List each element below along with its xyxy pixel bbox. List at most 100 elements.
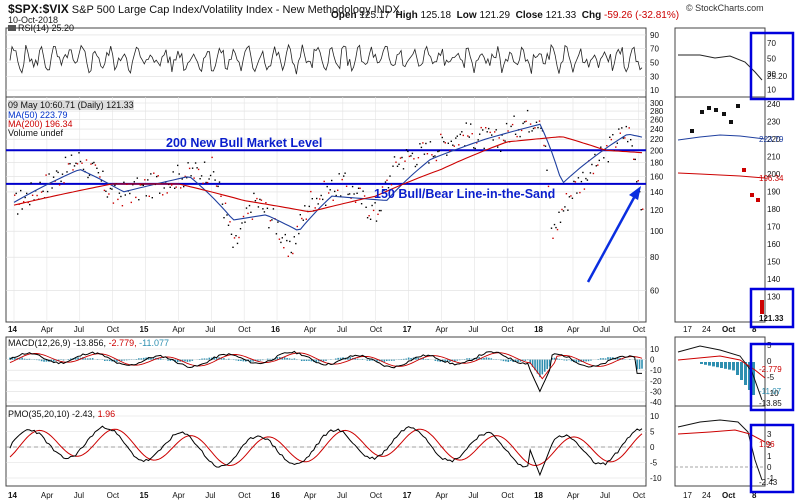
price-point bbox=[612, 134, 614, 136]
price-point bbox=[217, 185, 219, 188]
price-point bbox=[444, 142, 446, 144]
price-point bbox=[27, 201, 29, 204]
price-point bbox=[359, 187, 361, 189]
x-axis-label-bottom: 15 bbox=[140, 491, 149, 500]
price-point bbox=[334, 190, 336, 193]
price-point bbox=[543, 144, 545, 147]
price-point bbox=[461, 131, 463, 133]
line-150-label: 150 Bull/Bear Line-in-the-Sand bbox=[374, 187, 556, 201]
price-point bbox=[129, 192, 131, 195]
price-point bbox=[375, 220, 378, 222]
price-point bbox=[120, 195, 122, 198]
price-point bbox=[356, 192, 358, 194]
x-axis-label: Apr bbox=[435, 325, 448, 334]
price-point bbox=[73, 165, 76, 167]
price-point bbox=[233, 237, 236, 239]
zoom-price-tick: 130 bbox=[767, 293, 781, 302]
price-point bbox=[72, 169, 74, 171]
price-point bbox=[625, 125, 627, 128]
zoom-price-tick: 160 bbox=[767, 240, 781, 249]
price-point bbox=[529, 123, 532, 125]
zoom-macd-tag: -2.779 bbox=[759, 365, 782, 374]
price-point bbox=[314, 207, 316, 209]
price-point bbox=[109, 187, 112, 190]
price-point bbox=[162, 194, 164, 196]
price-point bbox=[365, 206, 367, 208]
price-point bbox=[603, 157, 605, 159]
price-point bbox=[268, 227, 270, 229]
price-point bbox=[552, 237, 554, 239]
pmo-tick-label: -10 bbox=[650, 474, 662, 483]
x-axis-label: Jul bbox=[74, 325, 84, 334]
price-point bbox=[474, 147, 476, 150]
price-point bbox=[136, 177, 138, 179]
price-point bbox=[559, 221, 562, 223]
price-panel-frame bbox=[5, 96, 647, 323]
price-tick-label: 60 bbox=[650, 287, 659, 296]
price-point bbox=[311, 198, 313, 200]
price-point bbox=[408, 155, 411, 158]
x-axis-label-bottom: Jul bbox=[205, 491, 215, 500]
price-point bbox=[434, 155, 436, 157]
price-point bbox=[223, 217, 225, 219]
zoom-price-tick: 230 bbox=[767, 118, 781, 127]
price-point bbox=[209, 174, 212, 177]
price-point bbox=[502, 139, 505, 142]
ma50-legend: MA(50) 223.79 bbox=[8, 110, 68, 120]
x-axis-label-bottom: Oct bbox=[501, 491, 514, 500]
price-point bbox=[36, 194, 38, 197]
price-point bbox=[480, 126, 482, 129]
x-axis-label-bottom: Oct bbox=[107, 491, 120, 500]
price-point bbox=[46, 190, 49, 193]
price-point bbox=[591, 163, 593, 166]
price-point bbox=[568, 196, 571, 198]
price-point bbox=[260, 199, 263, 201]
price-point bbox=[75, 162, 77, 164]
price-point bbox=[242, 215, 245, 218]
zoom-price-bar bbox=[690, 129, 694, 133]
price-point bbox=[411, 152, 414, 155]
price-point bbox=[317, 203, 319, 205]
price-point bbox=[174, 187, 176, 189]
macd-line bbox=[9, 350, 642, 393]
zoom-tag-ma200: 196.34 bbox=[759, 174, 784, 183]
price-point bbox=[398, 163, 400, 165]
price-point bbox=[326, 185, 328, 188]
price-point bbox=[265, 202, 267, 204]
price-point bbox=[528, 131, 530, 133]
price-point bbox=[642, 208, 644, 210]
price-point bbox=[211, 156, 213, 159]
price-point bbox=[200, 175, 203, 177]
price-point bbox=[144, 179, 146, 181]
price-point bbox=[90, 163, 92, 165]
price-point bbox=[310, 190, 312, 193]
price-point bbox=[121, 205, 124, 207]
price-point bbox=[468, 136, 470, 138]
price-point bbox=[212, 171, 215, 173]
rsi-tick-label: 70 bbox=[650, 45, 659, 54]
price-point bbox=[24, 196, 26, 199]
price-point bbox=[23, 201, 25, 203]
price-point bbox=[535, 121, 538, 123]
price-point bbox=[507, 130, 509, 132]
rsi-tick-label: 90 bbox=[650, 31, 659, 40]
price-point bbox=[232, 246, 234, 248]
price-point bbox=[180, 187, 182, 189]
zoom-price-bar bbox=[750, 193, 754, 197]
price-point bbox=[287, 255, 289, 257]
price-point bbox=[190, 175, 192, 177]
pmo-tick-label: 0 bbox=[650, 443, 655, 452]
price-point bbox=[637, 180, 639, 182]
price-point bbox=[458, 144, 460, 146]
pmo-tick-label: 10 bbox=[650, 412, 659, 421]
x-axis-label: 14 bbox=[8, 325, 17, 334]
zoom-macd-hist bbox=[708, 362, 711, 366]
price-point bbox=[175, 186, 177, 188]
x-axis-label: Oct bbox=[238, 325, 251, 334]
price-point bbox=[438, 150, 440, 152]
price-point bbox=[630, 139, 632, 141]
zoom-x-label: 17 bbox=[683, 325, 692, 334]
price-point bbox=[610, 138, 612, 141]
price-point bbox=[150, 173, 152, 175]
